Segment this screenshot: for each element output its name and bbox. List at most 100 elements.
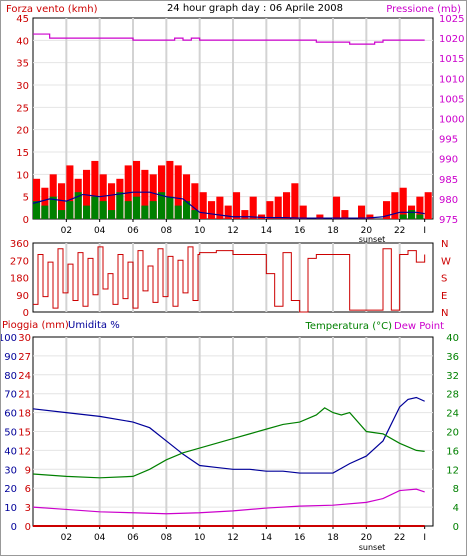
wind_max-bar-47 (424, 192, 432, 219)
humidity-axis-tick-4: 40 (4, 446, 17, 457)
humidity-axis-tick-0: 0 (11, 522, 17, 533)
wind_max-bar-1 (41, 187, 49, 219)
wind-axis-tick-7: 35 (16, 59, 29, 70)
temperature-axis-tick-4: 16 (446, 446, 459, 457)
p3-xtick-label-9: 20 (361, 533, 373, 543)
humidity-axis-title: Umidita % (68, 320, 120, 331)
dewpoint-series (32, 488, 425, 515)
wind_max-bar-14 (149, 174, 157, 219)
wind_max-bar-12 (133, 160, 141, 219)
wind_max-bar-0 (33, 178, 41, 219)
wind_max-bar-24 (233, 192, 241, 219)
wind_avg-bar-3 (58, 210, 66, 219)
wind_max-bar-16 (166, 160, 174, 219)
pressure-axis-tick-2: 985 (439, 175, 458, 186)
wind_max-bar-26 (249, 196, 257, 219)
wind_max-bar-29 (274, 196, 282, 219)
wind_max-bar-28 (266, 201, 274, 219)
wind_max-bar-37 (341, 210, 349, 219)
wind_max-bar-43 (391, 192, 399, 219)
temperature-axis-tick-6: 24 (446, 409, 459, 420)
wind_avg-bar-7 (91, 196, 99, 219)
p1-xtick-label-6: 14 (261, 226, 273, 236)
wind_avg-bar-45 (408, 210, 416, 219)
p1-xtick-label-8: 18 (327, 226, 339, 236)
wind_max-bar-42 (383, 201, 391, 219)
compass-tick-1: W (441, 256, 451, 267)
p1-xtick-label-2: 06 (127, 226, 139, 236)
wind_max-bar-23 (224, 205, 232, 219)
direction-axis-tick-1: 90 (16, 291, 29, 302)
humidity-axis-tick-5: 50 (4, 428, 17, 439)
dewpoint-axis-title: Dew Point (394, 321, 444, 332)
p1-xtick-label-10: 22 (394, 226, 405, 236)
wind-axis-tick-1: 5 (23, 193, 29, 204)
humidity-series (32, 396, 425, 474)
wind_max-bar-46 (416, 196, 424, 219)
rain-axis-tick-7: 21 (18, 390, 31, 401)
wind_avg-bar-9 (108, 210, 116, 219)
wind_max-bar-18 (183, 174, 191, 219)
p3-xtick-label-5: 12 (227, 533, 238, 543)
wind_max-bar-27 (258, 214, 266, 219)
p3-xtick-label-11: I (423, 533, 426, 543)
humidity-axis-tick-10: 100 (0, 333, 17, 344)
compass-tick-0: N (441, 239, 448, 250)
wind_max-bar-36 (333, 196, 341, 219)
wind-axis-tick-0: 0 (23, 215, 29, 226)
wind-line-series (32, 191, 425, 219)
temperature-axis-tick-9: 36 (446, 352, 459, 363)
wind-axis-tick-3: 15 (16, 148, 29, 159)
wind_max-bar-31 (291, 183, 299, 219)
wind_avg-bar-44 (399, 214, 407, 219)
temperature-axis-tick-3: 12 (446, 465, 459, 476)
p1-xtick-label-5: 12 (227, 226, 238, 236)
p3-xtick-label-8: 18 (327, 533, 339, 543)
wind_avg-bar-18 (183, 201, 191, 219)
compass-tick-3: E (441, 291, 447, 302)
wind_max-bar-7 (91, 160, 99, 219)
wind_avg-bar-11 (124, 201, 132, 219)
direction-axis-tick-2: 180 (10, 274, 29, 285)
wind_avg-bar-8 (99, 201, 107, 219)
p1-xtick-label-4: 10 (194, 226, 206, 236)
humidity-axis-tick-8: 80 (4, 371, 17, 382)
rain-axis-tick-0: 0 (25, 522, 31, 533)
wind-axis-tick-5: 25 (16, 103, 29, 114)
p3-xtick-label-10: 22 (394, 533, 405, 543)
direction-axis-tick-4: 360 (10, 239, 29, 250)
temperature-axis-tick-0: 0 (453, 522, 459, 533)
temperature-axis-tick-1: 4 (453, 503, 459, 514)
direction-axis-tick-0: 0 (23, 308, 29, 319)
wind_max-bar-4 (66, 165, 74, 219)
wind_avg-bar-0 (33, 201, 41, 219)
wind_max-bar-22 (216, 196, 224, 219)
humidity-axis-tick-6: 60 (4, 409, 17, 420)
rain-axis-tick-1: 3 (25, 503, 31, 514)
pressure-axis-tick-7: 1010 (439, 74, 464, 85)
temperature-axis-tick-8: 32 (446, 371, 459, 382)
wind_max-bar-17 (174, 165, 182, 219)
rain-axis-title: Pioggia (mm) (2, 320, 69, 331)
wind_avg-bar-16 (166, 196, 174, 219)
pressure-axis-tick-10: 1025 (439, 14, 464, 25)
compass-tick-2: S (441, 274, 447, 285)
pressure-series (33, 33, 425, 45)
wind_max-bar-25 (241, 210, 249, 219)
p3-xtick-label-6: 14 (261, 533, 273, 543)
direction-series (33, 246, 426, 313)
pressure-axis-tick-1: 980 (439, 195, 458, 206)
wind_avg-bar-10 (116, 192, 124, 219)
temperature-axis-tick-5: 20 (446, 428, 459, 439)
wind_avg-bar-19 (191, 210, 199, 219)
p1-xtick-label-3: 08 (161, 226, 173, 236)
wind_max-bar-30 (283, 192, 291, 219)
wind_avg-bar-6 (83, 205, 91, 219)
wind-axis-tick-2: 10 (16, 170, 29, 181)
rain-axis-tick-6: 18 (18, 409, 31, 420)
wind_avg-bar-13 (141, 205, 149, 219)
rain-axis-tick-9: 27 (18, 352, 31, 363)
p1-xtick-label-7: 16 (294, 226, 306, 236)
direction-axis-tick-3: 270 (10, 256, 29, 267)
